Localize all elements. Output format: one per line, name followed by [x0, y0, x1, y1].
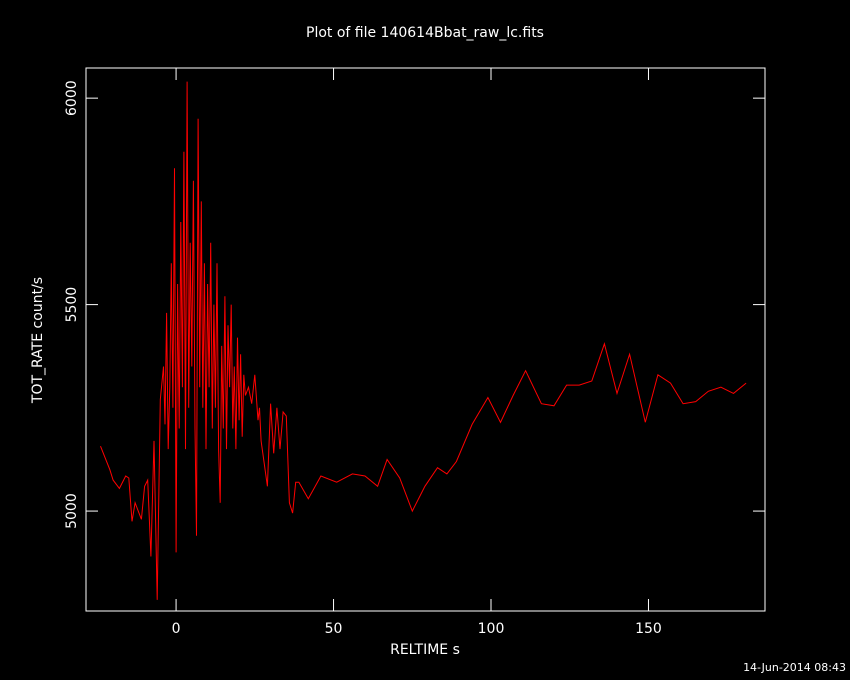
x-tick-label: 0: [172, 621, 181, 637]
y-tick-label: 5500: [64, 287, 80, 323]
x-tick-label: 100: [478, 621, 505, 637]
timestamp: 14-Jun-2014 08:43: [743, 661, 846, 674]
plot-frame: [85, 67, 766, 612]
y-tick-label: 6000: [64, 80, 80, 116]
x-tick-label: 50: [325, 621, 343, 637]
data-line: [100, 81, 747, 600]
x-axis-label: RELTIME s: [390, 642, 460, 658]
chart-title: Plot of file 140614Bbat_raw_lc.fits: [306, 25, 544, 41]
x-tick-label: 150: [635, 621, 662, 637]
y-axis-label: TOT_RATE count/s: [30, 277, 46, 404]
y-tick-label: 5000: [64, 493, 80, 529]
